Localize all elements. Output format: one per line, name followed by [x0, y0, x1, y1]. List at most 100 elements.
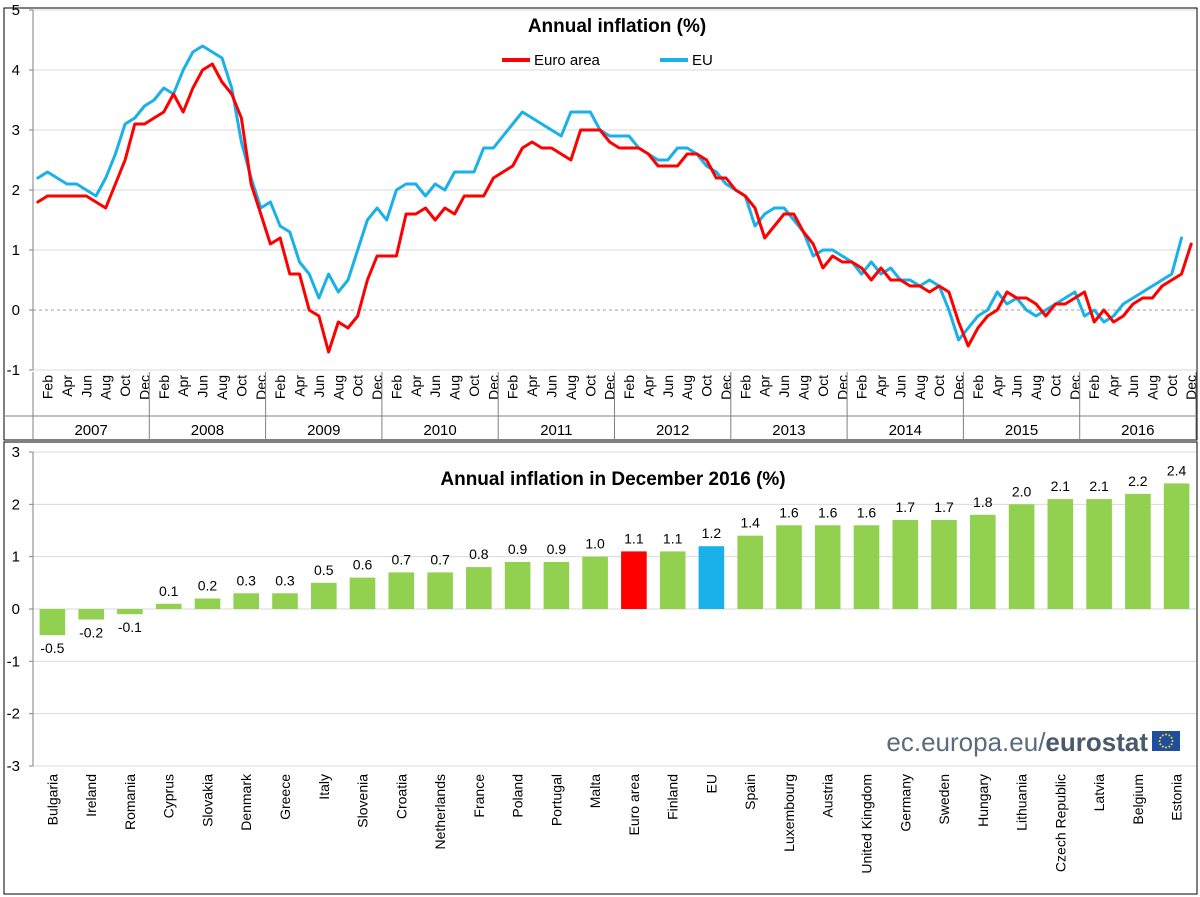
legend-label-euro-area: Euro area: [534, 52, 601, 69]
bar-ireland: [78, 609, 104, 620]
value-label-hungary: 1.8: [973, 494, 993, 510]
x-month-label: Dec: [951, 375, 967, 400]
x-month-label: Apr: [1106, 375, 1122, 397]
bar-chart-frame: [3, 441, 1198, 895]
x-month-label: Aug: [214, 375, 230, 400]
x-year-label: 2014: [889, 422, 922, 439]
x-month-label: Jun: [776, 375, 792, 398]
category-label-czech-republic: Czech Republic: [1052, 774, 1068, 872]
x-month-label: Feb: [272, 375, 288, 399]
category-label-finland: Finland: [665, 774, 681, 820]
value-label-spain: 1.4: [740, 515, 760, 531]
value-label-sweden: 1.7: [934, 499, 954, 515]
x-month-label: Feb: [854, 375, 870, 399]
x-month-label: Aug: [1144, 375, 1160, 400]
x-month-label: Oct: [233, 375, 249, 397]
x-month-label: Apr: [757, 375, 773, 397]
line-chart-title: Annual inflation (%): [528, 16, 706, 37]
category-label-portugal: Portugal: [548, 774, 564, 826]
x-month-label: Aug: [98, 375, 114, 400]
flag-star: [1171, 740, 1174, 742]
flag-star: [1168, 734, 1171, 737]
value-label-malta: 1.0: [585, 536, 605, 552]
x-month-label: Dec: [1183, 375, 1199, 400]
x-year-label: 2012: [656, 422, 689, 439]
series-line-eu: [36, 44, 1183, 342]
value-label-france: 0.8: [469, 546, 489, 562]
bar-cyprus: [155, 603, 182, 609]
x-month-label: Jun: [544, 375, 560, 398]
flag-star: [1170, 736, 1173, 739]
x-month-label: Feb: [156, 375, 172, 399]
bar-germany: [892, 520, 919, 609]
y-tick-label: 2: [12, 182, 20, 199]
eu-flag-icon: [1152, 731, 1180, 751]
x-month-label: Jun: [78, 375, 94, 398]
x-month-label: Apr: [873, 375, 889, 397]
x-month-label: Aug: [330, 375, 346, 400]
x-year-label: 2007: [74, 422, 107, 439]
value-label-ireland: -0.2: [79, 624, 103, 640]
category-label-ireland: Ireland: [83, 774, 99, 817]
flag-star: [1161, 745, 1164, 748]
bar-chart-panel: Annual inflation in December 2016 (%) 3 2…: [3, 441, 1198, 895]
flag-star: [1159, 743, 1162, 746]
category-label-cyprus: Cyprus: [161, 774, 177, 818]
x-month-label: Jun: [1125, 375, 1141, 398]
bar-malta: [582, 556, 608, 609]
bar-france: [466, 567, 492, 609]
x-month-label: Aug: [447, 375, 463, 400]
value-label-italy: 0.5: [314, 562, 334, 578]
x-month-label: Dec: [136, 375, 152, 400]
bar-czech-republic: [1047, 499, 1074, 609]
category-label-estonia: Estonia: [1169, 774, 1185, 821]
x-month-label: Feb: [505, 375, 521, 399]
x-month-label: Oct: [1164, 375, 1180, 397]
category-label-slovakia: Slovakia: [199, 774, 215, 827]
flag-star: [1170, 743, 1173, 746]
value-label-czech-republic: 2.1: [1051, 478, 1071, 494]
flag-star: [1158, 740, 1161, 742]
x-year-label: 2010: [423, 422, 456, 439]
x-month-label: Feb: [970, 375, 986, 399]
eurostat-branding: ec.europa.eu/eurostat: [886, 727, 1180, 757]
value-label-eu: 1.2: [702, 525, 722, 541]
value-label-estonia: 2.4: [1167, 462, 1187, 478]
x-month-label: Oct: [699, 375, 715, 397]
eurostat-url: ec.europa.eu/eurostat: [886, 727, 1148, 757]
x-month-label: Aug: [912, 375, 928, 400]
bar-latvia: [1086, 499, 1112, 609]
value-label-austria: 1.6: [818, 504, 838, 520]
bar-croatia: [388, 572, 415, 609]
x-month-label: Aug: [563, 375, 579, 400]
bar-romania: [117, 609, 143, 615]
value-label-slovenia: 0.6: [353, 557, 373, 573]
y-tick-label: 1: [12, 242, 20, 259]
x-month-label: Dec: [485, 375, 501, 400]
x-month-label: Oct: [466, 375, 482, 397]
category-label-greece: Greece: [277, 774, 293, 820]
bar-slovenia: [349, 577, 376, 609]
y-tick-label: 0: [12, 302, 20, 319]
bar-italy: [311, 582, 337, 609]
category-label-netherlands: Netherlands: [432, 774, 448, 850]
category-label-spain: Spain: [742, 774, 758, 810]
value-label-euro-area: 1.1: [624, 530, 644, 546]
x-year-label: 2016: [1121, 422, 1154, 439]
bar-sweden: [931, 520, 957, 609]
x-month-label: Dec: [718, 375, 734, 400]
value-label-finland: 1.1: [663, 530, 683, 546]
value-label-belgium: 2.2: [1128, 473, 1148, 489]
bar-slovakia: [194, 598, 221, 609]
bar-estonia: [1163, 483, 1190, 609]
category-label-sweden: Sweden: [936, 774, 952, 825]
x-month-label: Apr: [989, 375, 1005, 397]
x-month-label: Aug: [679, 375, 695, 400]
value-label-latvia: 2.1: [1089, 478, 1109, 494]
bar-luxembourg: [776, 525, 802, 609]
x-month-label: Feb: [388, 375, 404, 399]
x-month-label: Apr: [408, 375, 424, 397]
category-label-denmark: Denmark: [238, 773, 254, 831]
